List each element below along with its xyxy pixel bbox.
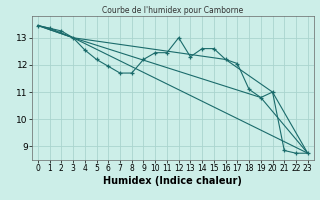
X-axis label: Humidex (Indice chaleur): Humidex (Indice chaleur) (103, 176, 242, 186)
Text: Courbe de l'humidex pour Camborne: Courbe de l'humidex pour Camborne (102, 6, 244, 15)
